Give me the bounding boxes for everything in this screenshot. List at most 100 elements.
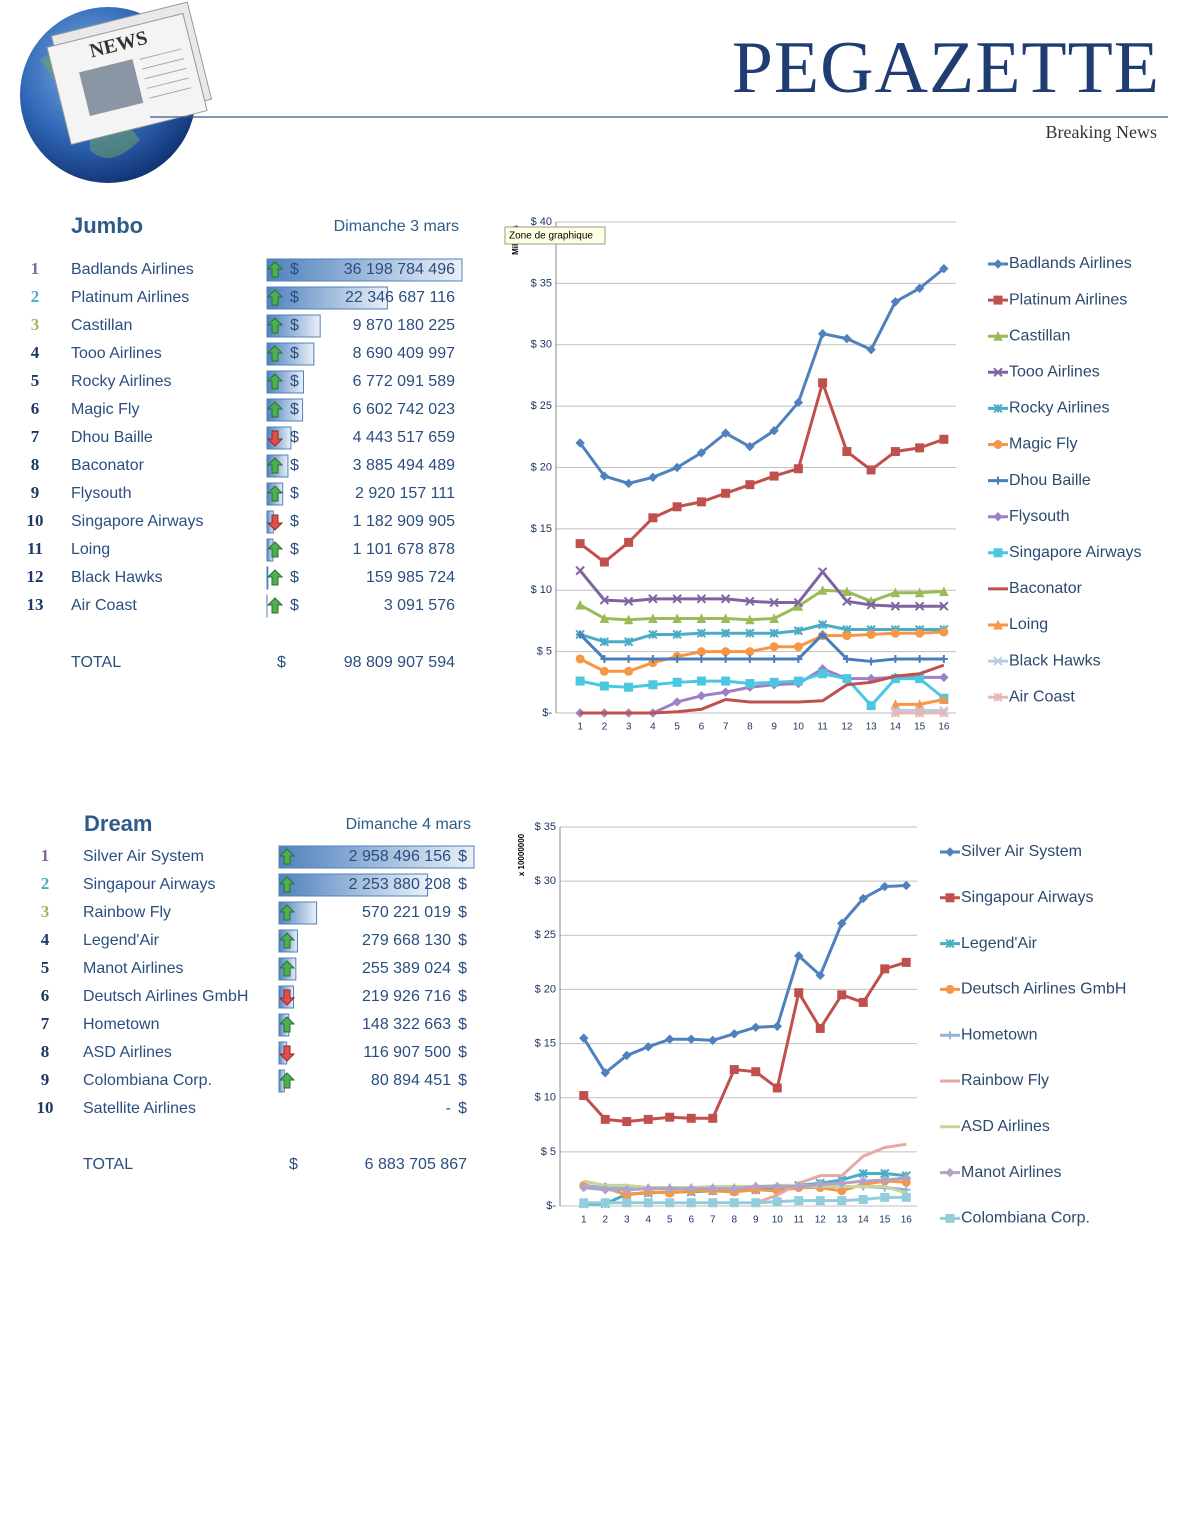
marker	[838, 991, 846, 999]
marker	[625, 667, 633, 675]
legend-label: Legend'Air	[961, 935, 1038, 952]
marker	[600, 558, 608, 566]
marker	[994, 477, 1002, 485]
x-tick-label: 15	[879, 1215, 891, 1226]
marker	[687, 1035, 695, 1043]
marker	[600, 682, 608, 690]
legend-entry: Rocky Airlines	[988, 400, 1109, 417]
total-label: TOTAL	[71, 654, 121, 671]
amount: 2 920 157 111	[355, 485, 455, 502]
rank: 2	[31, 287, 40, 306]
marker	[795, 1197, 803, 1205]
legend-label: Rainbow Fly	[961, 1072, 1049, 1089]
amount: 22 346 687 116	[345, 289, 455, 306]
legend-entry: Singapour Airways	[940, 889, 1094, 906]
rank: 5	[41, 958, 50, 977]
marker	[730, 1030, 738, 1038]
amount: 36 198 784 496	[344, 261, 455, 278]
marker	[819, 568, 827, 576]
marker	[746, 655, 754, 663]
rank: 8	[31, 455, 40, 474]
legend-entry: Colombiana Corp.	[940, 1210, 1090, 1227]
marker	[902, 958, 910, 966]
y-tick-label: $ 35	[531, 277, 552, 289]
y-tick-label: $ 5	[541, 1146, 556, 1158]
airline-name: Singapour Airways	[83, 876, 216, 893]
amount: 219 926 716	[362, 988, 451, 1005]
legend-entry: Dhou Baille	[988, 472, 1091, 489]
marker	[666, 1113, 674, 1121]
airline-name: Manot Airlines	[83, 960, 184, 977]
currency: $	[290, 289, 299, 306]
amount: 159 985 724	[366, 569, 455, 586]
legend-label: Magic Fly	[1009, 436, 1077, 453]
amount: 8 690 409 997	[353, 345, 455, 362]
marker	[576, 540, 584, 548]
marker	[816, 1024, 824, 1032]
currency: $	[290, 513, 299, 530]
x-tick-label: 3	[624, 1215, 630, 1226]
series-line	[584, 885, 907, 1072]
rank: 10	[37, 1098, 54, 1117]
legend-label: ASD Airlines	[961, 1118, 1050, 1135]
airline-name: Air Coast	[71, 597, 137, 614]
legend-entry: Legend'Air	[940, 935, 1038, 952]
x-tick-label: 7	[723, 722, 729, 733]
marker	[746, 481, 754, 489]
logo: NEWS	[20, 2, 214, 183]
marker	[746, 648, 754, 656]
marker	[770, 643, 778, 651]
marker	[843, 448, 851, 456]
y-tick-label: $ 20	[531, 461, 552, 473]
legend-label: Singapour Airways	[961, 889, 1094, 906]
marker	[576, 567, 584, 575]
legend-entry: Baconator	[988, 580, 1083, 597]
legend-entry: Flysouth	[988, 508, 1069, 525]
y-tick-label: $ 10	[535, 1092, 556, 1104]
series-line	[584, 1197, 907, 1202]
marker	[625, 683, 633, 691]
rank: 4	[41, 930, 50, 949]
marker	[673, 678, 681, 686]
currency: $	[458, 1072, 467, 1089]
rank: 7	[41, 1014, 50, 1033]
legend-label: Platinum Airlines	[1009, 291, 1127, 308]
amount: 255 389 024	[362, 960, 451, 977]
currency: $	[458, 932, 467, 949]
marker	[819, 379, 827, 387]
series-line	[580, 269, 944, 484]
rank: 6	[31, 399, 40, 418]
marker	[946, 1214, 954, 1222]
marker	[994, 549, 1002, 557]
tooltip-text: Zone de graphique	[509, 231, 593, 242]
legend-entry: Platinum Airlines	[988, 291, 1127, 308]
marker	[819, 330, 827, 338]
amount: 148 322 663	[362, 1016, 451, 1033]
y-tick-label: $ 20	[535, 983, 556, 995]
legend-label: Black Hawks	[1009, 652, 1101, 669]
marker	[916, 675, 924, 683]
legend-label: Dhou Baille	[1009, 472, 1091, 489]
currency: $	[458, 904, 467, 921]
marker	[891, 448, 899, 456]
amount: 3 091 576	[384, 597, 455, 614]
marker	[816, 1197, 824, 1205]
marker	[867, 702, 875, 710]
amount: 9 870 180 225	[353, 317, 455, 334]
marker	[649, 473, 657, 481]
marker	[946, 1169, 954, 1177]
airline-name: Deutsch Airlines GmbH	[83, 988, 248, 1005]
currency: $	[290, 569, 299, 586]
rank: 5	[31, 371, 40, 390]
marker	[722, 648, 730, 656]
y-tick-label: $ 40	[531, 216, 552, 228]
marker	[843, 632, 851, 640]
legend-entry: Air Coast	[988, 688, 1075, 705]
marker	[730, 1066, 738, 1074]
tooltip: Zone de graphique	[505, 227, 605, 244]
marker	[838, 1197, 846, 1205]
x-tick-label: 14	[890, 722, 902, 733]
marker	[940, 628, 948, 636]
currency: $	[290, 485, 299, 502]
